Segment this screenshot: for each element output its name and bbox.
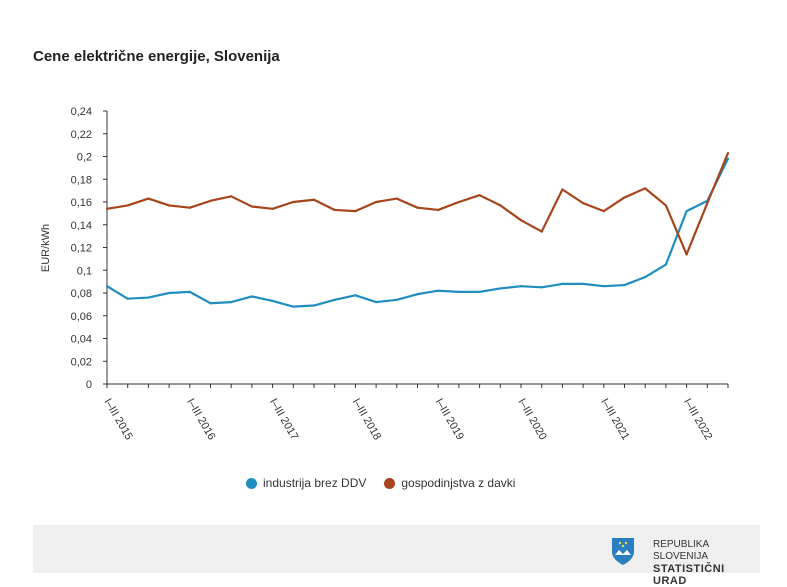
x-tick-label: I–III 2022 <box>681 397 714 443</box>
data-point <box>499 287 502 290</box>
y-tick-label: 0 <box>86 379 92 391</box>
data-point <box>457 290 460 293</box>
data-point <box>168 204 171 207</box>
data-point <box>602 210 605 213</box>
chart-title: Cene električne energije, Slovenija <box>33 48 280 65</box>
data-point <box>250 295 253 298</box>
data-point <box>540 230 543 233</box>
data-point <box>664 263 668 266</box>
legend-item-gospodinjstva[interactable]: gospodinjstva z davki <box>384 476 515 490</box>
y-tick-label: 0,08 <box>71 288 92 300</box>
data-point <box>561 282 564 285</box>
series-line-industrija <box>106 158 729 308</box>
data-point <box>685 253 688 256</box>
y-tick-label: 0,22 <box>71 129 92 141</box>
data-point <box>292 200 295 204</box>
data-point <box>354 294 357 297</box>
data-point <box>271 299 274 303</box>
data-point <box>188 290 191 293</box>
data-point <box>478 194 481 197</box>
data-point <box>105 285 109 288</box>
data-point <box>147 296 150 299</box>
data-point <box>561 188 564 191</box>
data-point <box>333 208 336 212</box>
footer-bar: REPUBLIKA SLOVENIJA STATISTIČNI URAD <box>33 525 760 587</box>
data-point <box>271 207 274 210</box>
data-point <box>209 302 212 305</box>
y-tick-label: 0,24 <box>71 106 92 118</box>
y-tick-label: 0,18 <box>71 174 92 186</box>
data-point <box>437 208 440 212</box>
data-point <box>540 286 543 289</box>
x-tick-label: I–III 2016 <box>184 397 217 443</box>
line-chart: 0 0,02 0,04 0,06 0,08 0,1 0,12 0,14 0,16 0,18 0,2 0… <box>40 106 730 443</box>
x-tick-label: I–III 2015 <box>101 397 134 443</box>
data-point <box>499 204 502 207</box>
y-tick-label: 0,14 <box>71 220 92 232</box>
legend-label: gospodinjstva z davki <box>401 476 516 490</box>
legend-marker-blue-icon <box>246 477 257 489</box>
data-point <box>478 290 481 293</box>
data-point <box>623 283 626 287</box>
y-tick-label: 0,02 <box>71 356 92 368</box>
data-point <box>168 291 171 295</box>
data-point <box>582 202 585 205</box>
data-point <box>664 204 668 207</box>
y-tick-label: 0,2 <box>77 152 92 164</box>
data-point <box>685 210 688 213</box>
data-point <box>706 202 709 205</box>
data-point <box>147 197 150 200</box>
y-tick-label: 0,04 <box>71 334 92 346</box>
logo-text: REPUBLIKA SLOVENIJA STATISTIČNI URAD <box>653 539 760 587</box>
data-point <box>395 197 398 200</box>
data-point <box>416 206 419 209</box>
data-point <box>395 298 398 301</box>
slovenia-coat-of-arms-icon <box>612 538 634 565</box>
data-point <box>644 187 647 190</box>
y-tick-label: 0,12 <box>71 243 92 255</box>
data-point <box>188 206 191 209</box>
data-point <box>644 275 647 279</box>
x-tick-label: I–III 2020 <box>515 397 548 443</box>
x-tick-label: I–III 2021 <box>598 397 631 443</box>
data-point <box>437 289 440 292</box>
data-point <box>623 196 626 199</box>
data-point <box>230 195 233 198</box>
logo-line2: STATISTIČNI URAD <box>653 563 725 587</box>
data-point <box>126 297 129 300</box>
series-line-gospodinjstva <box>106 152 730 256</box>
data-point <box>519 219 523 222</box>
y-axis-title: EUR/kWh <box>40 224 52 272</box>
y-tick-label: 0,06 <box>71 311 92 323</box>
data-point <box>519 285 523 288</box>
y-tick-label: 0,1 <box>77 265 92 277</box>
x-tick-label: I–III 2019 <box>433 397 466 443</box>
data-point <box>312 304 316 307</box>
legend-item-industrija[interactable]: industrija brez DDV <box>246 476 366 490</box>
data-point <box>726 157 730 160</box>
data-point <box>457 200 460 204</box>
data-point <box>354 210 357 213</box>
data-point <box>126 204 129 207</box>
legend: industrija brez DDV gospodinjstva z davk… <box>246 476 515 490</box>
legend-label: industrija brez DDV <box>263 476 367 490</box>
data-point <box>416 293 419 296</box>
y-tick-label: 0,16 <box>71 197 92 209</box>
data-point <box>105 207 109 210</box>
data-point <box>602 285 605 288</box>
x-tick-label: I–III 2017 <box>267 397 300 443</box>
legend-marker-brown-icon <box>384 477 396 489</box>
logo-line1: REPUBLIKA SLOVENIJA <box>653 539 709 562</box>
data-point <box>209 199 212 202</box>
data-point <box>375 301 378 304</box>
data-point <box>230 301 233 304</box>
data-point <box>312 198 316 201</box>
data-point <box>292 305 295 308</box>
data-point <box>250 205 253 208</box>
x-tick-label: I–III 2018 <box>350 397 383 443</box>
data-point <box>333 298 336 301</box>
data-point <box>375 200 378 204</box>
data-point <box>726 151 730 155</box>
data-point <box>582 282 585 285</box>
